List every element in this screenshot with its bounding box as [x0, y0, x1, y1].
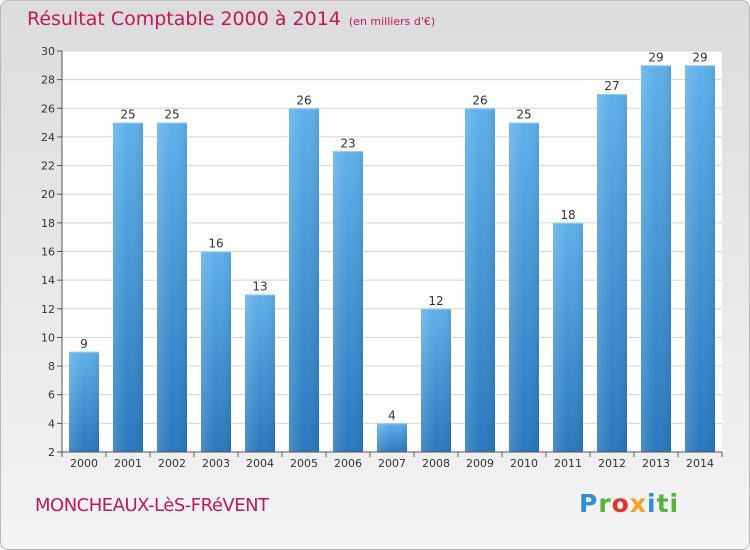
- bar-shine: [597, 93, 627, 452]
- chart-unit-note: (en milliers d'€): [348, 15, 436, 28]
- bar-shine: [685, 65, 715, 453]
- y-tick-label: 20: [41, 188, 55, 201]
- y-tick-label: 2: [48, 446, 55, 459]
- data-label: 27: [604, 79, 619, 93]
- bar-shine: [553, 222, 583, 452]
- y-tick-label: 8: [48, 360, 55, 373]
- data-label: 29: [648, 50, 663, 64]
- bar-shine: [113, 122, 143, 452]
- y-tick-label: 14: [41, 274, 55, 287]
- data-label: 16: [208, 237, 223, 251]
- x-tick-label: 2006: [334, 457, 362, 470]
- y-tick-label: 24: [41, 131, 55, 144]
- data-label: 13: [252, 279, 267, 293]
- data-label: 29: [692, 50, 707, 64]
- x-tick-label: 2002: [158, 457, 186, 470]
- bar-shine: [641, 65, 671, 453]
- y-tick-label: 30: [41, 45, 55, 58]
- x-tick-label: 2011: [554, 457, 582, 470]
- x-tick-label: 2005: [290, 457, 318, 470]
- y-tick-label: 16: [41, 246, 55, 259]
- data-label: 4: [388, 408, 396, 422]
- bar-shine: [69, 351, 99, 452]
- x-axis: 2000 2001 2002 2003 2004 2005 2006 2007 2008 2009…: [61, 451, 723, 470]
- data-label: 9: [80, 337, 88, 351]
- x-tick-label: 2000: [70, 457, 98, 470]
- y-tick-label: 26: [41, 102, 55, 115]
- chart-title-text: Résultat Comptable 2000 à 2014: [27, 8, 341, 30]
- y-tick-label: 12: [41, 303, 55, 316]
- x-tick-label: 2014: [686, 457, 714, 470]
- data-labels: 9 25 25 16 13 26 23 4 12 26 25 18 27 29 29: [80, 50, 707, 422]
- data-label: 26: [296, 93, 311, 107]
- y-tick-label: 28: [41, 74, 55, 87]
- bar-shine: [333, 151, 363, 452]
- x-tick-label: 2007: [378, 457, 406, 470]
- data-label: 23: [340, 136, 355, 150]
- data-label: 25: [120, 108, 135, 122]
- logo-letter: o: [611, 489, 630, 518]
- x-tick-label: 2012: [598, 457, 626, 470]
- logo-letter: P: [579, 489, 599, 518]
- bars: [69, 65, 715, 453]
- y-tick-label: 18: [41, 217, 55, 230]
- x-tick-label: 2008: [422, 457, 450, 470]
- bar-shine: [157, 122, 187, 452]
- y-tick-label: 10: [41, 331, 55, 344]
- proxiti-logo: Proxiti: [579, 489, 679, 518]
- bar-shine: [289, 108, 319, 453]
- bar-shine: [421, 308, 451, 452]
- x-tick-label: 2009: [466, 457, 494, 470]
- x-tick-label: 2004: [246, 457, 274, 470]
- y-tick-label: 6: [48, 389, 55, 402]
- x-tick-label: 2003: [202, 457, 230, 470]
- logo-letter: x: [629, 489, 647, 518]
- bar-shine: [465, 108, 495, 453]
- chart-title: Résultat Comptable 2000 à 2014 (en millie…: [27, 8, 435, 30]
- data-label: 12: [428, 294, 443, 308]
- y-tick-label: 22: [41, 160, 55, 173]
- data-label: 18: [560, 208, 575, 222]
- x-tick-label: 2010: [510, 457, 538, 470]
- bar-shine: [377, 423, 407, 452]
- data-label: 25: [164, 108, 179, 122]
- x-tick-label: 2001: [114, 457, 142, 470]
- bar-shine: [509, 122, 539, 452]
- logo-letter: ti: [656, 489, 680, 518]
- data-label: 26: [472, 93, 487, 107]
- bar-shine: [201, 251, 231, 452]
- commune-name: MONCHEAUX-LèS-FRéVENT: [35, 495, 269, 516]
- logo-letter: i: [647, 489, 657, 518]
- y-tick-label: 4: [48, 417, 55, 430]
- x-tick-label: 2013: [642, 457, 670, 470]
- data-label: 25: [516, 108, 531, 122]
- logo-letter: r: [598, 489, 612, 518]
- bar-shine: [245, 294, 275, 452]
